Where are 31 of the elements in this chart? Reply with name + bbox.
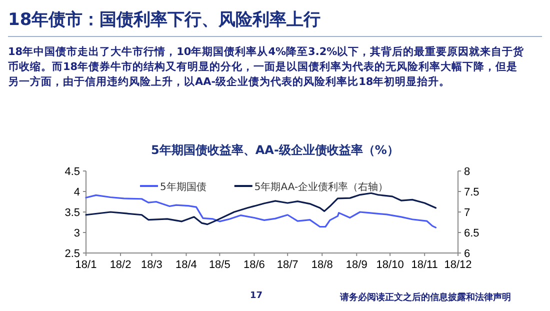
y2-tick-label: 8 [464,166,470,178]
x-tick-label: 18/3 [141,259,162,271]
text: 18年中国债市走出了大牛市行情，10年期国债利率从4%降至3.2%以下，其背后的最重要原因就来自于货币收缩。而18年债券牛市的结构又有明显的分化，一面是以国债利率为代表的无风险利率大幅下降，但是另一方面，由于信用违约风险上升，以AA-级企业债为代表的风险利率比18年初明显抬升。 [8,45,526,90]
x-tick-label: 18/8 [311,259,333,271]
y-tick-label: 3.5 [64,207,80,219]
y-tick-label: 2.5 [64,248,80,260]
legend-label: 5年期国债 [160,181,206,193]
x-tick-label: 18/5 [208,259,230,271]
y2-tick-label: 7 [464,207,470,219]
x-tick-label: 18/7 [276,259,298,271]
y-tick-label: 3 [74,228,80,240]
y-tick-label: 4.5 [64,166,80,178]
x-tick-label: 18/1 [75,259,97,271]
text: 请务必阅读正文之后的信息披露和法律声明 [340,291,511,304]
y2-tick-label: 7.5 [464,186,480,198]
legend-entry: 5年期国债 [140,182,206,193]
x-tick-label: 18/6 [243,259,265,271]
x-tick-label: 18/10 [376,259,404,271]
y-tick-label: 4 [74,186,80,198]
chart-title: 18年债市：国债利率下行、风险利率上行 [8,9,321,31]
x-tick-label: 18/11 [411,259,438,271]
legend-entry: 5年期AA-企业债利率（右轴） [234,182,388,193]
y2-tick-label: 6.5 [464,228,480,240]
x-tick-label: 18/12 [444,259,472,271]
x-tick-label: 18/2 [110,259,132,271]
y2-tick-label: 6 [464,248,470,260]
x-tick-label: 18/4 [176,259,197,271]
text: 17 [250,291,263,301]
legend-label: 5年期AA-企业债利率（右轴） [254,181,388,193]
x-tick-label: 18/9 [346,259,368,271]
chart-subtitle: 5年期国债收益率、AA-级企业债收益率（%） [150,142,400,159]
